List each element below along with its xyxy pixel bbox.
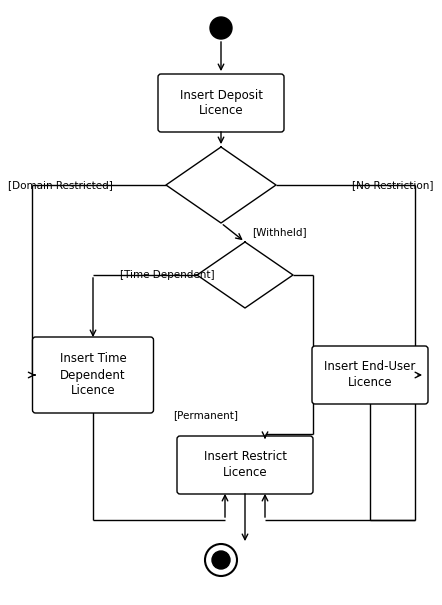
FancyBboxPatch shape xyxy=(177,436,313,494)
FancyBboxPatch shape xyxy=(158,74,284,132)
FancyBboxPatch shape xyxy=(33,337,153,413)
Text: [No Restriction]: [No Restriction] xyxy=(353,180,434,190)
Text: Insert Time
Dependent
Licence: Insert Time Dependent Licence xyxy=(60,353,126,397)
Text: [Domain Restricted]: [Domain Restricted] xyxy=(8,180,113,190)
Text: [Withheld]: [Withheld] xyxy=(252,227,307,237)
Text: [Time Dependent]: [Time Dependent] xyxy=(120,270,215,280)
FancyBboxPatch shape xyxy=(312,346,428,404)
Polygon shape xyxy=(197,242,293,308)
Text: [Permanent]: [Permanent] xyxy=(173,410,238,420)
Text: Insert Restrict
Licence: Insert Restrict Licence xyxy=(203,451,286,480)
Text: Insert Deposit
Licence: Insert Deposit Licence xyxy=(179,88,263,117)
Text: Insert End-User
Licence: Insert End-User Licence xyxy=(324,361,415,390)
Circle shape xyxy=(210,17,232,39)
Polygon shape xyxy=(166,147,276,223)
Circle shape xyxy=(212,551,230,569)
